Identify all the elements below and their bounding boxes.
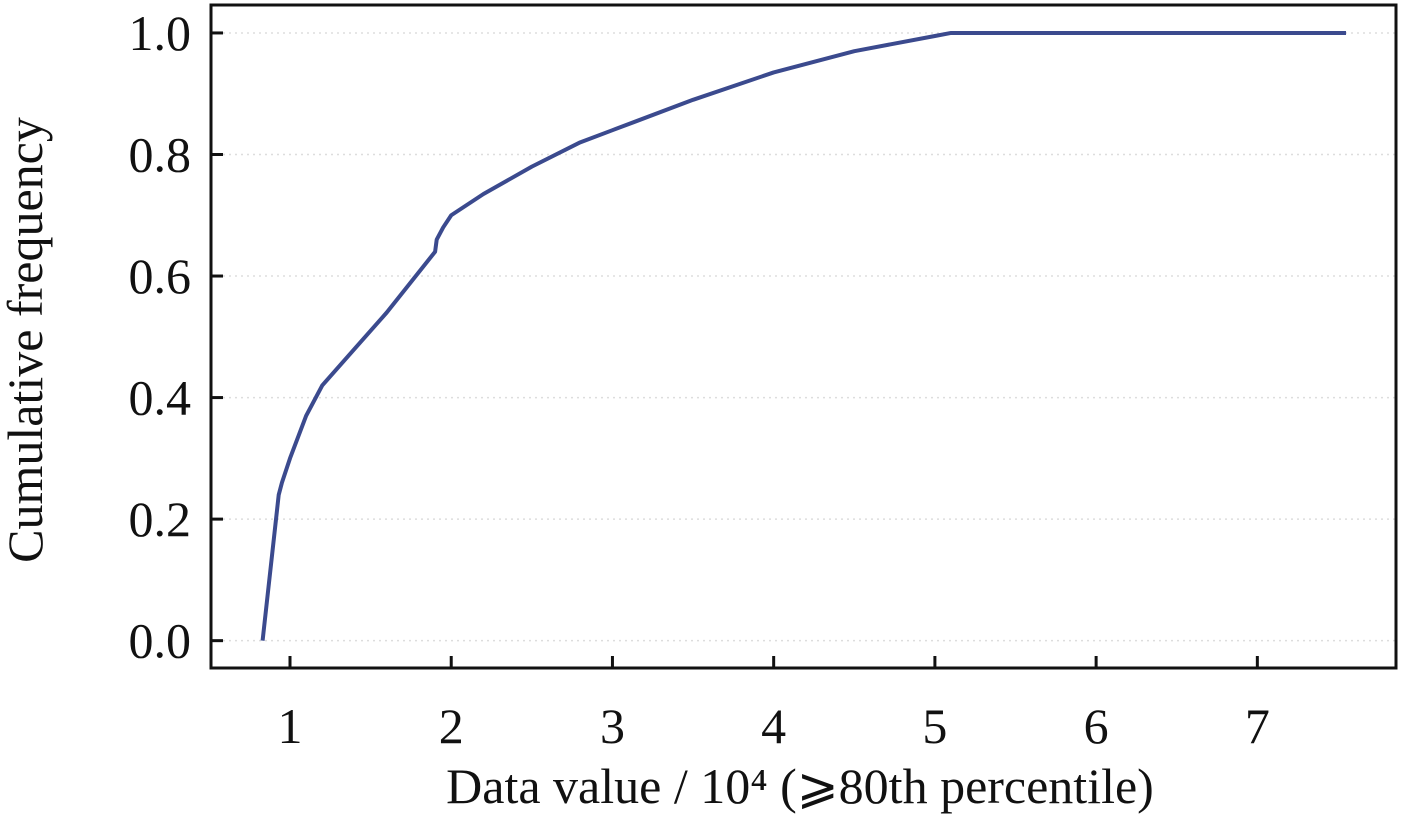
x-tick-label: 7 — [1245, 698, 1270, 754]
x-axis-label: Data value / 10⁴ (⩾80th percentile) — [446, 758, 1154, 814]
data-line — [260, 30, 1347, 641]
x-tick-label: 1 — [278, 698, 303, 754]
y-tick-label: 1.0 — [129, 5, 192, 61]
x-tick-label: 4 — [761, 698, 786, 754]
y-axis-label: Cumulative frequency — [0, 117, 53, 563]
x-tick-label: 5 — [922, 698, 947, 754]
x-tick-label: 3 — [600, 698, 625, 754]
plot-frame — [209, 3, 1398, 670]
y-tick-label: 0.0 — [129, 613, 192, 669]
y-tick-label: 0.6 — [129, 248, 192, 304]
x-tick-label: 6 — [1084, 698, 1109, 754]
y-tick-label: 0.4 — [129, 370, 192, 426]
y-tick-label: 0.8 — [129, 126, 192, 182]
x-tick-label: 2 — [439, 698, 464, 754]
y-tick-label: 0.2 — [129, 491, 192, 547]
